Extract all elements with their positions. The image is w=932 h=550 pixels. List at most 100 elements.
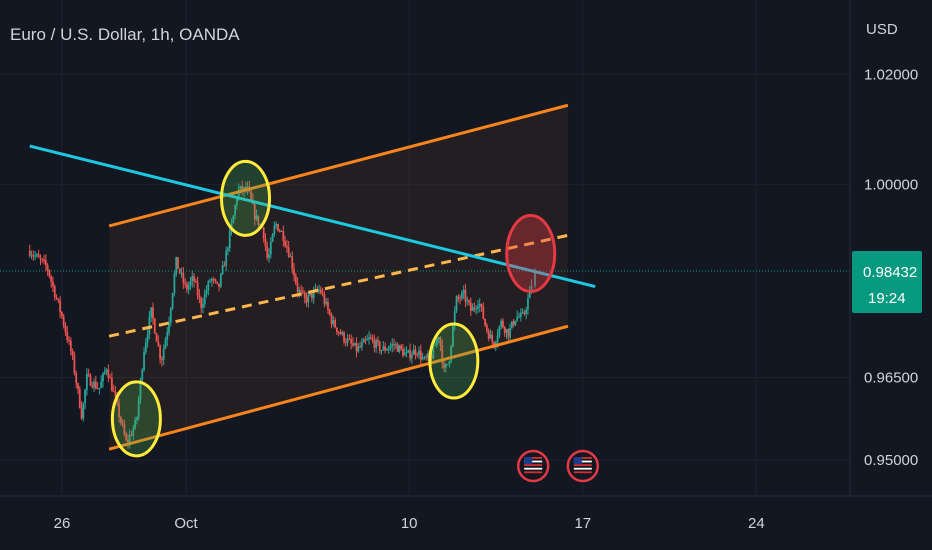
candle-body <box>61 312 63 317</box>
candle-down <box>71 348 74 361</box>
candle-up <box>209 278 212 283</box>
last-price-value: 0.98432 <box>863 264 917 281</box>
candle-body <box>57 298 60 301</box>
candle-body <box>510 321 513 328</box>
candle-body <box>407 350 410 353</box>
channel-touch-circle[interactable] <box>220 159 272 237</box>
bar-countdown: 19:24 <box>868 290 906 307</box>
candle-body <box>312 290 315 299</box>
candle-body <box>293 268 295 276</box>
candle-up <box>205 284 208 298</box>
candle-body <box>285 245 288 248</box>
candle-down <box>487 328 490 342</box>
us-flag-event-icon[interactable] <box>516 449 550 483</box>
candle-body <box>318 289 320 291</box>
candle-up <box>268 248 270 263</box>
candle-up <box>289 253 292 258</box>
candle-body <box>503 327 506 333</box>
candle-up <box>307 291 310 308</box>
price-axis[interactable]: 1.02000 1.00000 0.96500 0.95000 <box>864 66 918 469</box>
candle-up <box>380 349 383 355</box>
candle-up <box>84 388 87 410</box>
candle-body <box>223 265 226 267</box>
channel-mid-line[interactable] <box>108 233 569 338</box>
candle-body <box>527 298 529 310</box>
candle-body <box>323 294 326 304</box>
candle-up <box>516 310 519 322</box>
candle-body <box>228 230 231 249</box>
candle-up <box>450 344 453 364</box>
candle-up <box>434 341 436 347</box>
candle-body <box>55 297 58 299</box>
candle-body <box>534 271 536 286</box>
channel-fill <box>109 105 568 450</box>
candle-body <box>528 289 531 299</box>
drawings[interactable] <box>29 103 596 458</box>
candle-body <box>93 381 95 388</box>
channel-touch-circle[interactable] <box>110 380 162 458</box>
candle-body <box>212 279 215 281</box>
candle-body <box>39 257 42 260</box>
candle-down <box>485 323 488 334</box>
candle-body <box>505 329 508 333</box>
descending-trendline[interactable] <box>29 144 596 289</box>
candle-body <box>130 435 133 437</box>
candle-down <box>157 335 160 347</box>
candle-down <box>373 334 376 353</box>
candle-body <box>91 385 94 388</box>
channel-lower-line[interactable] <box>108 324 569 451</box>
candle-body <box>330 314 333 325</box>
candle-body <box>280 231 283 233</box>
candle-up <box>509 323 511 342</box>
candle-body <box>355 342 358 352</box>
candle-body <box>30 255 33 257</box>
candle-up <box>98 388 101 395</box>
candle-up <box>471 303 474 312</box>
candle-up <box>280 230 283 233</box>
candle-down <box>482 302 485 320</box>
candle-down <box>250 190 253 201</box>
candle-body <box>489 334 492 339</box>
candle-up <box>210 277 213 287</box>
candle-body <box>46 265 49 271</box>
candle-body <box>62 316 65 326</box>
candle-body <box>384 346 386 351</box>
candle-body <box>303 292 306 298</box>
candle-down <box>52 276 54 293</box>
candle-up <box>423 355 426 360</box>
candle-down <box>37 249 40 258</box>
us-flag-event-icon[interactable] <box>566 449 600 483</box>
candle-up <box>137 395 140 421</box>
flag-canton <box>524 457 533 464</box>
candle-up <box>346 333 349 347</box>
candle-body <box>185 283 188 290</box>
candle-up <box>498 325 501 339</box>
candle-down <box>303 290 306 304</box>
candle-body <box>523 312 526 314</box>
candle-body <box>491 334 494 343</box>
candle-down <box>159 344 162 364</box>
candle-down <box>69 337 72 356</box>
candle-down <box>160 356 163 367</box>
candle-down <box>278 228 281 233</box>
price-axis-label: 0.96500 <box>864 370 918 387</box>
channel-touch-circle[interactable] <box>428 322 480 400</box>
candle-down <box>371 334 374 344</box>
candle-body <box>218 283 220 287</box>
target-zone-circle[interactable] <box>505 214 557 294</box>
channel-upper-line[interactable] <box>108 103 569 228</box>
candle-body <box>196 282 199 296</box>
candle-body <box>502 320 504 328</box>
event-markers[interactable] <box>516 449 600 483</box>
candle-down <box>80 400 83 420</box>
candle-up <box>100 375 103 389</box>
flag-stripe <box>524 460 543 463</box>
candle-body <box>485 325 488 331</box>
time-axis[interactable]: 26 Oct 10 17 24 <box>54 515 765 532</box>
candle-body <box>109 377 112 379</box>
candle-body <box>235 199 238 206</box>
candle-up <box>318 284 320 295</box>
candle-body <box>348 338 351 340</box>
candle-up <box>312 286 315 304</box>
